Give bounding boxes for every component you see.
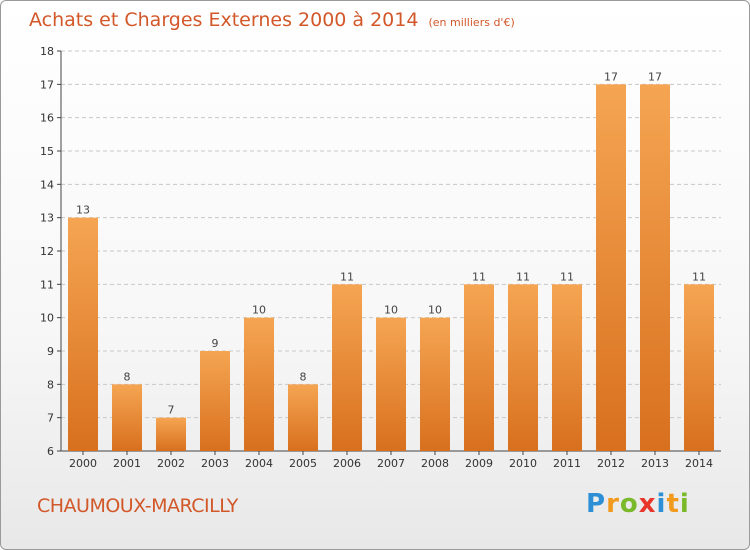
- bar-2007: [376, 317, 406, 451]
- bars: [68, 84, 714, 451]
- data-label: 10: [428, 304, 442, 317]
- bar-2014: [684, 284, 714, 451]
- data-label: 11: [340, 270, 354, 283]
- data-label: 11: [692, 270, 706, 283]
- y-tick-label: 12: [40, 245, 54, 258]
- x-tick-label: 2014: [685, 457, 713, 470]
- data-label: 17: [648, 70, 662, 83]
- commune-name: CHAUMOUX-MARCILLY: [37, 495, 238, 517]
- x-tick-label: 2009: [465, 457, 493, 470]
- x-tick-label: 2008: [421, 457, 449, 470]
- data-label: 8: [124, 370, 131, 383]
- data-label: 11: [516, 270, 530, 283]
- y-tick-label: 11: [40, 278, 54, 291]
- data-label: 9: [212, 337, 219, 350]
- y-tick-label: 13: [40, 212, 54, 225]
- bar-2012: [596, 84, 626, 451]
- data-label: 10: [384, 304, 398, 317]
- x-tick-label: 2010: [509, 457, 537, 470]
- chart-title-text: Achats et Charges Externes 2000 à 2014: [29, 9, 419, 31]
- data-labels: 13 8 7 9 10 8 11 10 10 11 11 11 17 17 11: [76, 70, 706, 416]
- bar-2002: [156, 417, 186, 451]
- logo-letter: i: [656, 489, 667, 519]
- logo-letter: P: [586, 489, 607, 519]
- data-label: 10: [252, 304, 266, 317]
- bar-2006: [332, 284, 362, 451]
- y-tick-label: 6: [47, 445, 54, 458]
- logo-letter: i: [679, 489, 690, 519]
- x-tick-label: 2007: [377, 457, 405, 470]
- chart-title: Achats et Charges Externes 2000 à 2014 (e…: [29, 9, 515, 31]
- bar-2000: [68, 217, 98, 451]
- chart-unit: (en milliers d'€): [428, 16, 515, 29]
- bar-2013: [640, 84, 670, 451]
- x-tick-label: 2003: [201, 457, 229, 470]
- x-tick-label: 2013: [641, 457, 669, 470]
- y-tick-label: 16: [40, 112, 54, 125]
- bar-2009: [464, 284, 494, 451]
- y-tick-label: 14: [40, 178, 54, 191]
- data-label: 7: [168, 404, 175, 417]
- data-label: 13: [76, 204, 90, 217]
- logo-letter: x: [638, 489, 657, 519]
- x-tick-label: 2006: [333, 457, 361, 470]
- y-tick-label: 9: [47, 345, 54, 358]
- bar-2008: [420, 317, 450, 451]
- logo-letter: r: [606, 489, 620, 519]
- y-tick-label: 7: [47, 412, 54, 425]
- y-tick-label: 17: [40, 78, 54, 91]
- x-tick-label: 2002: [157, 457, 185, 470]
- bar-2005: [288, 384, 318, 451]
- proxiti-logo[interactable]: Proxiti: [586, 489, 690, 519]
- y-tick-label: 15: [40, 145, 54, 158]
- data-label: 11: [560, 270, 574, 283]
- y-tick-label: 8: [47, 378, 54, 391]
- x-tick-label: 2005: [289, 457, 317, 470]
- logo-letter: t: [666, 489, 680, 519]
- x-tick-label: 2004: [245, 457, 273, 470]
- bar-2011: [552, 284, 582, 451]
- data-label: 17: [604, 70, 618, 83]
- x-tick-label: 2000: [69, 457, 97, 470]
- data-label: 11: [472, 270, 486, 283]
- bar-2001: [112, 384, 142, 451]
- x-tick-label: 2012: [597, 457, 625, 470]
- y-tick-label: 10: [40, 312, 54, 325]
- x-tick-label: 2001: [113, 457, 141, 470]
- bar-2004: [244, 317, 274, 451]
- data-label: 8: [300, 370, 307, 383]
- x-tick-label: 2011: [553, 457, 581, 470]
- bar-2003: [200, 351, 230, 451]
- logo-letter: o: [619, 489, 639, 519]
- y-tick-label: 18: [40, 45, 54, 58]
- bar-2010: [508, 284, 538, 451]
